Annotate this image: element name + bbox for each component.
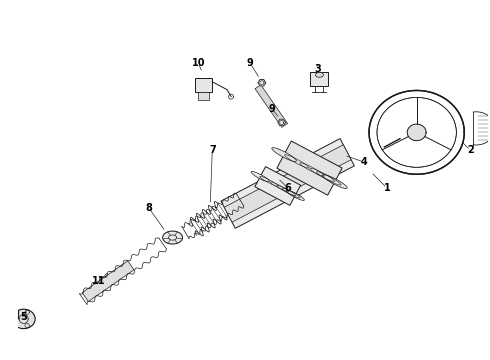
Ellipse shape <box>316 72 323 77</box>
Polygon shape <box>19 309 35 329</box>
Polygon shape <box>278 119 286 126</box>
Text: 11: 11 <box>93 276 106 286</box>
Ellipse shape <box>322 175 347 189</box>
Polygon shape <box>198 92 209 100</box>
Polygon shape <box>407 124 426 141</box>
Text: 6: 6 <box>284 183 291 193</box>
Polygon shape <box>311 72 328 86</box>
Polygon shape <box>221 139 354 228</box>
Polygon shape <box>224 145 351 222</box>
Text: 9: 9 <box>269 104 275 113</box>
Text: 4: 4 <box>361 157 368 167</box>
Ellipse shape <box>251 171 270 182</box>
Polygon shape <box>369 90 465 174</box>
Ellipse shape <box>272 148 296 162</box>
Ellipse shape <box>286 190 304 201</box>
Text: 5: 5 <box>21 312 27 322</box>
Polygon shape <box>258 80 266 86</box>
Text: 7: 7 <box>209 145 216 155</box>
Polygon shape <box>277 141 342 195</box>
Text: 10: 10 <box>192 58 205 68</box>
Text: 9: 9 <box>246 58 253 68</box>
Text: 2: 2 <box>467 145 474 155</box>
Polygon shape <box>255 85 288 127</box>
Text: 8: 8 <box>146 203 152 213</box>
Text: 1: 1 <box>384 183 390 193</box>
Text: 3: 3 <box>314 64 321 74</box>
Polygon shape <box>163 231 182 244</box>
Polygon shape <box>196 78 212 92</box>
Polygon shape <box>255 167 301 205</box>
Polygon shape <box>82 261 134 302</box>
